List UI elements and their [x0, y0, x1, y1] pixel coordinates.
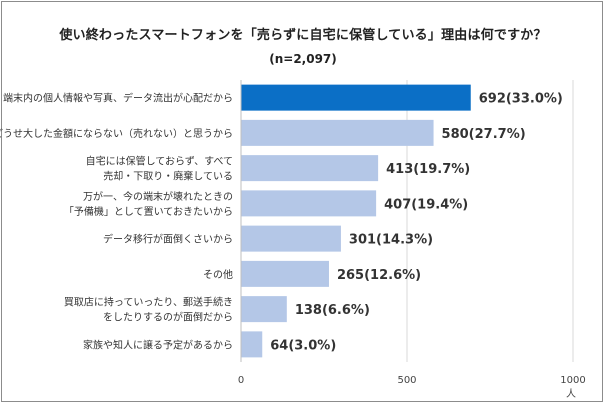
value-label: 265(12.6%) [337, 268, 421, 283]
x-unit-label: 人 [566, 388, 576, 400]
bar [241, 260, 329, 287]
bar [241, 225, 341, 252]
x-tick-label: 500 [397, 375, 416, 386]
category-label: 端末内の個人情報や写真、データ流出が心配だから [3, 92, 233, 105]
category-label: 家族や知人に譲る予定があるから [83, 338, 233, 351]
value-label: 138(6.6%) [295, 303, 370, 318]
value-label: 580(27.7%) [442, 127, 526, 142]
chart-title: 使い終わったスマートフォンを「売らずに自宅に保管している」理由は何ですか？ [59, 28, 547, 43]
chart-subtitle: (n=2,097) [269, 52, 337, 66]
bar [241, 331, 263, 358]
x-tick-label: 1000 [560, 375, 585, 386]
bar [241, 155, 379, 182]
value-label: 301(14.3%) [349, 233, 433, 248]
category-label: どうせ大した金額にならない（売れない）と思うから [0, 127, 233, 140]
bar [241, 119, 434, 146]
value-label: 692(33.0%) [479, 92, 563, 107]
category-label: をしたりするのが面倒だから [103, 311, 233, 324]
category-label: 万が一、今の端末が壊れたときの [83, 190, 233, 203]
bar [241, 296, 287, 323]
category-label: 自宅には保管しておらず、すべて [86, 155, 233, 168]
value-label: 64(3.0%) [270, 338, 336, 353]
bar [241, 190, 377, 217]
category-label: データ移行が面倒くさいから [103, 233, 233, 246]
category-label: 売却・下取り・廃棄している [103, 170, 233, 183]
x-tick-label: 0 [238, 375, 244, 386]
category-label: その他 [203, 268, 233, 281]
value-label: 407(19.4%) [384, 197, 468, 212]
category-label: 「予備機」として置いておきたいから [64, 205, 233, 218]
category-label: 買取店に持っていったり、郵送手続き [64, 296, 233, 309]
bar [241, 84, 471, 111]
value-label: 413(19.7%) [386, 162, 470, 177]
